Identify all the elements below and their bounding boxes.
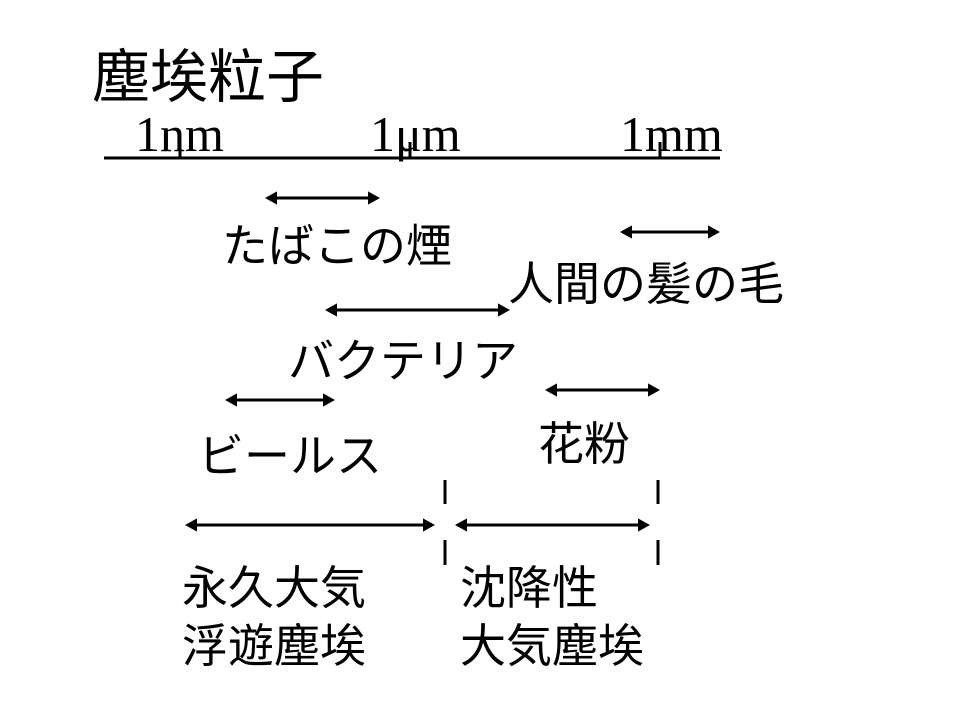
diagram-svg (0, 0, 962, 722)
